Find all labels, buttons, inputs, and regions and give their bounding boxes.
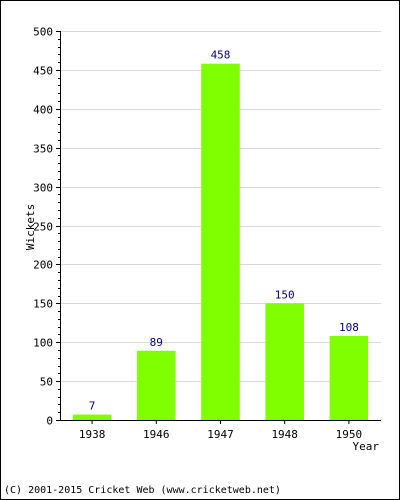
data-label: 7 [89,400,96,413]
x-tick-label: 1948 [271,428,298,441]
y-tick-label: 50 [40,376,53,389]
x-tick-label: 1947 [207,428,234,441]
y-tick-label: 200 [33,259,53,272]
y-tick-label: 300 [33,182,53,195]
x-axis-title: Year [353,440,380,453]
bar [265,303,304,420]
bar [329,335,369,420]
bar [72,414,112,420]
y-axis-title: Wickets [24,204,37,250]
x-tick-label: 1946 [143,428,170,441]
y-tick-label: 400 [33,104,53,117]
data-label: 108 [339,321,359,334]
y-tick-label: 350 [33,143,53,156]
y-tick-label: 250 [33,221,53,234]
data-label: 150 [275,288,295,301]
x-tick-label: 1950 [336,428,363,441]
y-tick-label: 100 [33,337,53,350]
y-tick-label: 0 [46,415,53,428]
y-tick-label: 500 [33,26,53,39]
y-tick-label: 150 [33,298,53,311]
bar [201,63,240,421]
data-label: 89 [150,336,163,349]
bars: 7 89 458 150 108 [72,49,369,421]
copyright-footer: (C) 2001-2015 Cricket Web (www.cricketwe… [4,485,281,496]
y-tick-label: 450 [33,65,53,78]
bar [137,350,176,420]
data-label: 458 [211,49,231,62]
x-tick-label: 1938 [79,428,106,441]
axes: 0 50 100 150 200 250 300 350 400 450 500 1938 1946 19… [33,26,381,441]
